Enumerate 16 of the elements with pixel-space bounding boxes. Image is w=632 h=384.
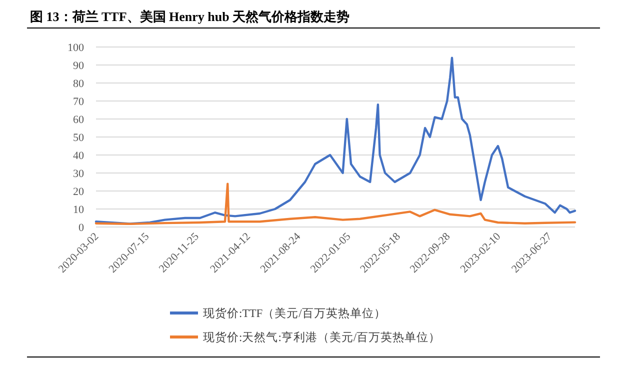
y-tick-label: 60 xyxy=(73,114,84,126)
y-tick-label: 20 xyxy=(73,186,84,198)
y-tick-label: 30 xyxy=(73,168,84,180)
y-tick-label: 90 xyxy=(73,60,84,72)
y-tick-label: 70 xyxy=(73,96,84,108)
line-series xyxy=(94,182,576,226)
y-tick-label: 10 xyxy=(73,204,84,216)
y-tick-label: 50 xyxy=(73,132,84,144)
line-series xyxy=(94,56,576,225)
y-tick-label: 80 xyxy=(73,78,84,90)
legend-label: 现货价:TTF（美元/百万英热单位） xyxy=(203,306,386,320)
chart-title: 图 13：荷兰 TTF、美国 Henry hub 天然气价格指数走势 xyxy=(30,9,350,24)
y-tick-label: 0 xyxy=(78,222,84,234)
y-tick-label: 100 xyxy=(68,42,84,54)
y-tick-label: 40 xyxy=(73,150,84,162)
legend-label: 现货价:天然气:亨利港（美元/百万英热单位） xyxy=(203,330,441,344)
